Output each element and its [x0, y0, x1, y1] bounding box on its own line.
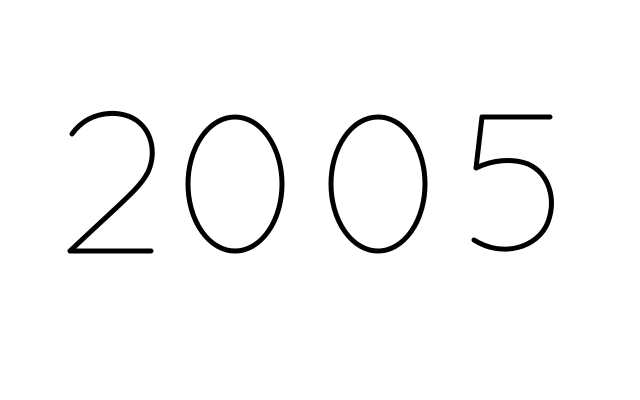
digit-0-first [185, 114, 285, 254]
digit-5 [471, 114, 554, 252]
digit-0-second [328, 114, 428, 254]
digit-2 [67, 111, 155, 254]
